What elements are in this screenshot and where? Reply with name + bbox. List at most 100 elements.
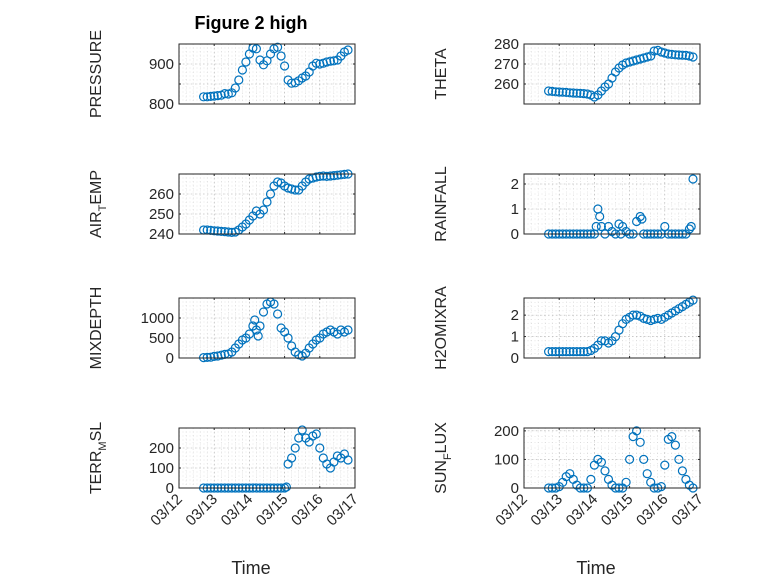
data-point	[667, 49, 677, 60]
data-point	[213, 351, 223, 361]
y-axis-label: H2OMIXRA	[433, 286, 450, 370]
data-point	[280, 61, 290, 71]
data-point	[561, 347, 571, 357]
y-axis-label: THETA	[433, 48, 450, 100]
data-point	[325, 171, 335, 181]
data-point	[220, 227, 230, 237]
data-point	[554, 87, 564, 97]
data-point	[209, 226, 219, 236]
data-point	[213, 226, 223, 236]
data-point	[343, 455, 353, 465]
data-point	[686, 221, 696, 232]
x-tick-label: 03/16	[633, 491, 672, 530]
data-point	[269, 299, 279, 309]
data-point	[322, 171, 332, 181]
subplot-1: 800 900 PRESSURE	[88, 30, 356, 118]
data-point	[561, 87, 571, 98]
data-point	[663, 49, 673, 59]
axes-frame	[178, 297, 356, 359]
axes-background	[178, 173, 356, 235]
x-axis-label-right: Time	[576, 558, 615, 578]
data-point	[220, 88, 230, 99]
y-axis-label: SUNFLUX	[433, 422, 454, 494]
data-point	[579, 88, 589, 99]
data-point	[262, 197, 272, 207]
data-point	[281, 482, 291, 492]
data-point	[287, 184, 297, 194]
data-point	[258, 205, 269, 215]
x-tick-label: 03/17	[323, 491, 362, 530]
data-point	[244, 329, 254, 339]
data-point	[329, 56, 339, 66]
data-point	[543, 347, 554, 357]
data-point	[241, 57, 251, 67]
data-point	[237, 65, 247, 75]
data-markers	[199, 169, 353, 237]
data-point	[206, 352, 216, 362]
x-tick-label: 03/15	[253, 491, 292, 530]
data-markers	[543, 45, 698, 102]
y-tick-label: 900	[149, 56, 174, 73]
data-point	[294, 433, 304, 443]
subplot-4: 0 1 2 RAINFALL	[433, 166, 701, 243]
data-point	[273, 309, 283, 319]
y-tick-label: 800	[149, 96, 174, 113]
data-point	[642, 469, 652, 479]
y-tick-label: 100	[149, 460, 174, 477]
y-tick-label: 260	[494, 76, 519, 93]
axes-frame	[523, 427, 701, 489]
y-axis-label: AIRTEMP	[88, 170, 109, 238]
data-point	[297, 425, 307, 435]
y-axis-label: RAINFALL	[433, 166, 450, 242]
data-markers	[199, 297, 353, 363]
subplot-7: 0100200TERRMSL03/1203/1303/1403/1503/160…	[88, 422, 362, 530]
data-point	[653, 313, 663, 323]
y-tick-label: 0	[511, 226, 519, 243]
data-point	[667, 432, 677, 442]
axes-frame	[523, 43, 701, 105]
data-point	[273, 42, 283, 52]
y-tick-label: 260	[149, 186, 174, 203]
data-point	[551, 87, 561, 97]
data-point	[209, 91, 219, 101]
data-point	[656, 482, 666, 492]
data-point	[343, 45, 353, 55]
data-point	[322, 57, 332, 67]
data-point	[642, 52, 652, 62]
axes-frame	[178, 173, 356, 235]
data-point	[649, 314, 659, 324]
data-point	[332, 170, 342, 180]
data-point	[568, 88, 578, 98]
data-point	[325, 56, 335, 66]
y-axis-label: PRESSURE	[88, 30, 105, 118]
data-point	[572, 88, 582, 98]
data-point	[318, 171, 328, 181]
data-point	[202, 92, 212, 102]
data-point	[688, 295, 698, 305]
y-tick-label: 0	[511, 480, 519, 497]
data-point	[315, 443, 325, 453]
data-point	[202, 352, 212, 362]
data-point	[660, 48, 670, 58]
data-point	[635, 437, 645, 447]
subplot-3: 240 250 260 AIRTEMP	[88, 169, 356, 243]
x-tick-label: 03/13	[527, 491, 566, 530]
data-point	[283, 333, 293, 343]
data-point	[329, 171, 339, 181]
y-tick-label: 100	[494, 451, 519, 468]
data-point	[265, 189, 276, 199]
data-point	[586, 474, 596, 484]
y-tick-label: 0	[166, 480, 174, 497]
subplot-5: 0 500 1000 MIXDEPTH	[88, 287, 356, 369]
axes-background	[178, 427, 356, 489]
data-point	[579, 347, 589, 357]
data-point	[674, 454, 684, 464]
data-point	[216, 350, 226, 360]
y-tick-label: 240	[149, 226, 174, 243]
data-point	[216, 226, 226, 236]
data-point	[684, 51, 695, 61]
data-point	[688, 174, 698, 184]
data-point	[631, 426, 642, 436]
subplot-6: 0 1 2 H2OMIXRA	[433, 286, 701, 370]
